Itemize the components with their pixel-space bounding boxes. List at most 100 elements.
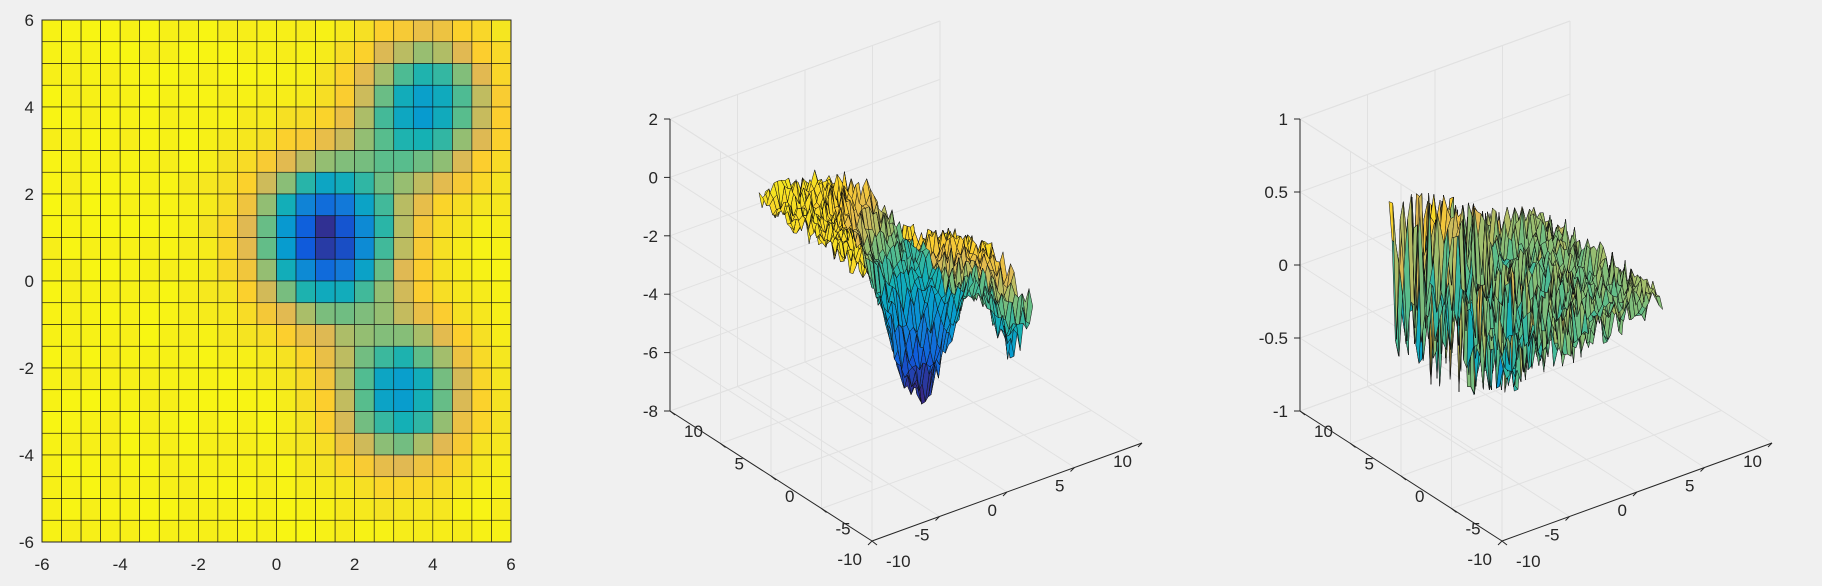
heatmap-cell	[139, 432, 160, 456]
heatmap-tick-labels: -6 -4 -2 0 2 4 6 -6 -4 -2 0 2 4 6	[19, 11, 516, 574]
heatmap-cell	[158, 498, 180, 521]
heatmap-cell	[158, 280, 180, 304]
heatmap-cell	[295, 302, 316, 325]
heatmap-cell	[373, 106, 395, 130]
heatmap-cell	[334, 215, 355, 238]
heatmap-cell	[295, 498, 316, 521]
heatmap-cell	[80, 215, 101, 238]
heatmap-cell	[354, 519, 375, 543]
heatmap-cell	[100, 106, 121, 130]
heatmap-cell	[80, 150, 101, 173]
heatmap-cell	[471, 193, 492, 217]
heatmap-cell	[393, 389, 414, 412]
heatmap-cell	[198, 454, 219, 478]
heatmap-cell	[354, 237, 375, 260]
heatmap-cell	[295, 519, 316, 543]
heatmap-cell	[237, 128, 258, 151]
heatmap-cell	[119, 454, 141, 478]
heatmap-cell	[432, 302, 453, 325]
heatmap-cell	[432, 215, 453, 238]
heatmap-cell	[80, 258, 101, 282]
heatmap-cell	[178, 84, 199, 108]
heatmap-cell	[471, 63, 492, 86]
heatmap-cell	[217, 411, 238, 434]
heatmap-cell	[256, 367, 277, 391]
heatmap-cell	[491, 280, 512, 304]
heatmap-cell	[432, 150, 453, 173]
heatmap-cell	[334, 345, 355, 369]
heatmap-cell	[412, 280, 434, 304]
y-tick-label: 5	[1365, 455, 1374, 474]
heatmap-cell	[119, 389, 141, 412]
heatmap-cell	[217, 84, 238, 108]
heatmap-cell	[412, 171, 434, 195]
heatmap-cell	[491, 389, 512, 412]
heatmap-cell	[41, 432, 62, 456]
heatmap-cell	[178, 171, 199, 195]
heatmap-cell	[256, 302, 277, 325]
heatmap-cell	[276, 345, 297, 369]
heatmap-cell	[334, 237, 355, 260]
heatmap-cell	[471, 345, 492, 369]
heatmap-cell	[256, 128, 277, 151]
heatmap-cell	[452, 237, 473, 260]
heatmap-cell	[178, 498, 199, 521]
heatmap-cell	[452, 41, 473, 64]
heatmap-cell	[452, 63, 473, 86]
heatmap-cell	[393, 324, 414, 347]
heatmap-cell	[393, 171, 414, 195]
x-tick	[1497, 540, 1503, 546]
heatmap-cell	[100, 432, 121, 456]
heatmap-cell	[61, 498, 82, 521]
heatmap-cell	[354, 411, 375, 434]
heatmap-cell	[276, 106, 297, 130]
heatmap-cell	[276, 193, 297, 217]
back-gridline	[1299, 93, 1571, 193]
heatmap-cell	[491, 63, 512, 86]
heatmap-cell	[139, 324, 160, 347]
y-tick-label: 0	[25, 272, 34, 291]
heatmap-cell	[491, 302, 512, 325]
heatmap-cell	[237, 215, 258, 238]
heatmap-cell	[334, 389, 355, 412]
heatmap-cell	[178, 150, 199, 173]
heatmap-cell	[80, 280, 101, 304]
heatmap-cell	[373, 367, 395, 391]
heatmap-cell	[100, 84, 121, 108]
heatmap-cell	[491, 193, 512, 217]
heatmap-cell	[315, 367, 336, 391]
heatmap-cell	[471, 237, 492, 260]
heatmap-cell	[452, 476, 473, 499]
x-tick-label: -10	[837, 550, 862, 569]
heatmap-cell	[256, 519, 277, 543]
floor-gridline	[1400, 377, 1672, 477]
heatmap-cell	[373, 193, 395, 217]
x-tick-label: -4	[113, 555, 128, 574]
heatmap-cell	[100, 258, 121, 282]
z-tick-label: 2	[649, 110, 658, 129]
heatmap-cells	[41, 19, 512, 543]
heatmap-cell	[256, 84, 277, 108]
x-tick-label: -10	[1467, 550, 1492, 569]
heatmap-cell	[178, 411, 199, 434]
heatmap-cell	[139, 476, 160, 499]
heatmap-cell	[198, 106, 219, 130]
y-tick	[720, 443, 726, 448]
heatmap-cell	[276, 411, 297, 434]
heatmap-cell	[139, 19, 160, 43]
heatmap-cell	[315, 432, 336, 456]
heatmap-cell	[158, 476, 180, 499]
heatmap-cell	[412, 367, 434, 391]
heatmap-cell	[158, 454, 180, 478]
heatmap-cell	[41, 367, 62, 391]
heatmap-cell	[295, 19, 316, 43]
heatmap-cell	[178, 258, 199, 282]
heatmap-cell	[256, 171, 277, 195]
x-tick-label: -2	[191, 555, 206, 574]
heatmap-cell	[139, 454, 160, 478]
heatmap-cell	[61, 63, 82, 86]
heatmap-cell	[139, 302, 160, 325]
heatmap-cell	[373, 215, 395, 238]
